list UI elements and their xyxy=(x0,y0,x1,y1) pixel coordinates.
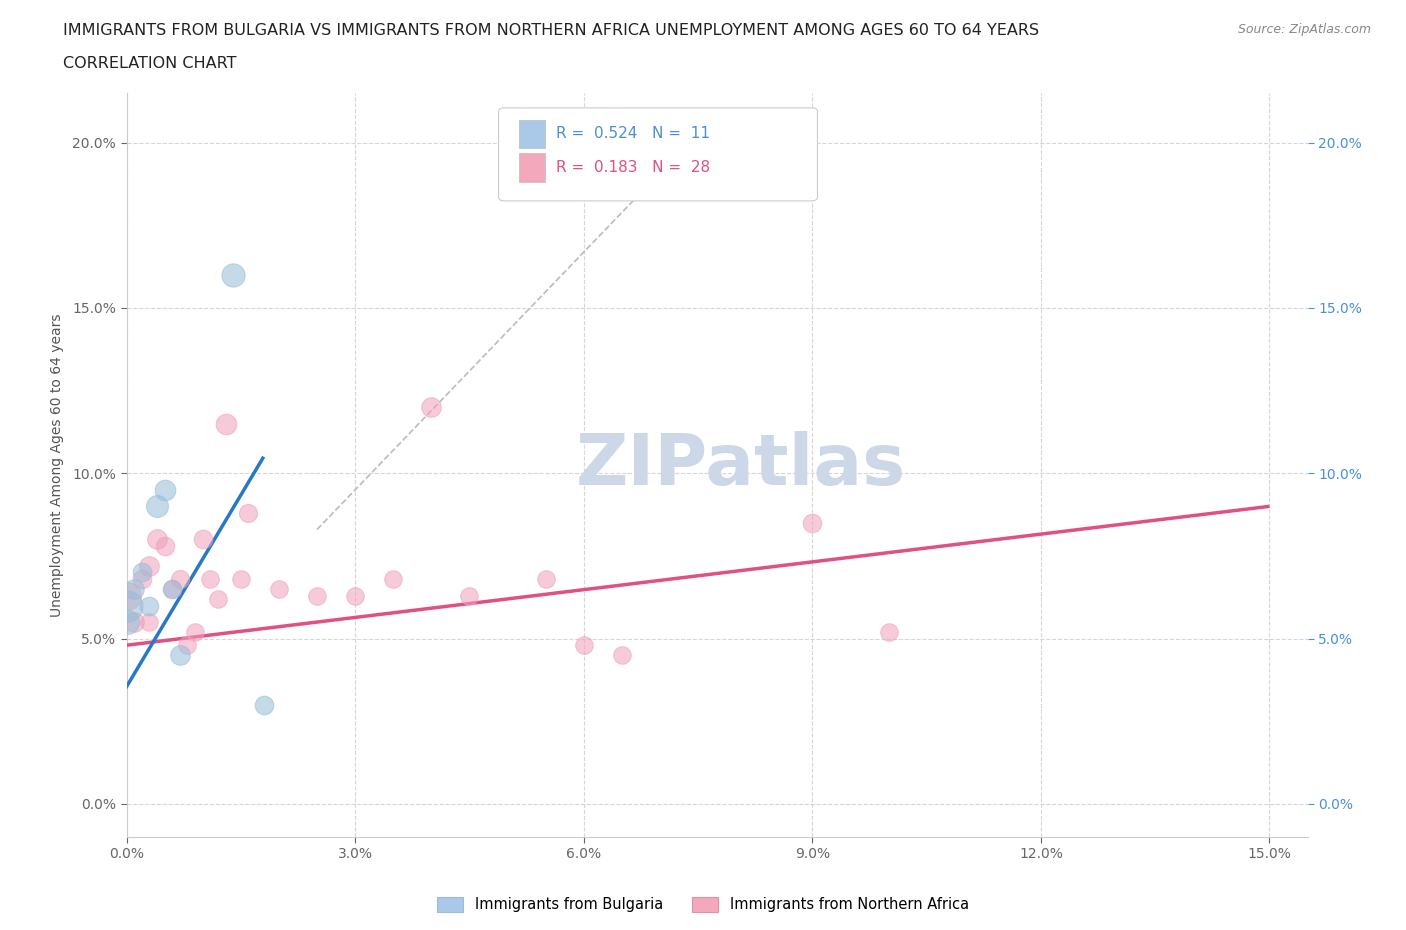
Text: R =  0.183   N =  28: R = 0.183 N = 28 xyxy=(557,160,710,175)
Point xyxy=(253,698,276,712)
Point xyxy=(138,615,160,630)
Point xyxy=(420,400,443,415)
Point xyxy=(305,588,328,603)
FancyBboxPatch shape xyxy=(519,153,544,181)
Point xyxy=(153,538,176,553)
Point xyxy=(191,532,214,547)
Text: R =  0.524   N =  11: R = 0.524 N = 11 xyxy=(557,126,710,141)
Point xyxy=(222,268,245,283)
Point xyxy=(138,598,160,613)
Point xyxy=(344,588,367,603)
Point xyxy=(238,506,260,521)
Point xyxy=(534,572,557,587)
Point xyxy=(169,572,191,587)
Point xyxy=(200,572,222,587)
Point xyxy=(267,581,290,596)
Point xyxy=(131,572,153,587)
Point xyxy=(122,615,145,630)
Point xyxy=(138,558,160,573)
Point xyxy=(458,588,481,603)
Text: Source: ZipAtlas.com: Source: ZipAtlas.com xyxy=(1237,23,1371,36)
Point xyxy=(122,581,145,596)
FancyBboxPatch shape xyxy=(499,108,817,201)
Point xyxy=(146,498,169,513)
Point xyxy=(207,591,229,606)
Point xyxy=(176,638,198,653)
Point xyxy=(877,625,900,640)
Text: ZIPatlas: ZIPatlas xyxy=(575,431,905,499)
Point xyxy=(610,647,633,662)
Legend: Immigrants from Bulgaria, Immigrants from Northern Africa: Immigrants from Bulgaria, Immigrants fro… xyxy=(432,891,974,918)
Text: CORRELATION CHART: CORRELATION CHART xyxy=(63,56,236,71)
FancyBboxPatch shape xyxy=(519,120,544,148)
Text: IMMIGRANTS FROM BULGARIA VS IMMIGRANTS FROM NORTHERN AFRICA UNEMPLOYMENT AMONG A: IMMIGRANTS FROM BULGARIA VS IMMIGRANTS F… xyxy=(63,23,1039,38)
Y-axis label: Unemployment Among Ages 60 to 64 years: Unemployment Among Ages 60 to 64 years xyxy=(51,313,63,617)
Point xyxy=(115,598,138,613)
Point xyxy=(572,638,595,653)
Point xyxy=(169,647,191,662)
Point xyxy=(162,581,184,596)
Point xyxy=(115,615,138,630)
Point xyxy=(131,565,153,580)
Point xyxy=(146,532,169,547)
Point xyxy=(153,483,176,498)
Point xyxy=(214,417,236,432)
Point xyxy=(115,588,138,603)
Point xyxy=(184,625,207,640)
Point xyxy=(229,572,252,587)
Point xyxy=(382,572,405,587)
Point xyxy=(801,515,824,530)
Point xyxy=(162,581,184,596)
